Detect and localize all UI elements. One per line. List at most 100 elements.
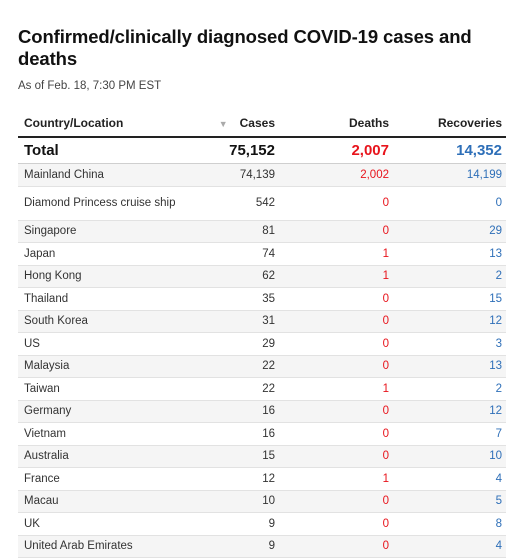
cell-location: Malaysia xyxy=(18,355,184,378)
column-header-location[interactable]: Country/Location xyxy=(18,109,184,138)
cell-deaths: 0 xyxy=(279,490,393,513)
cell-recoveries: 8 xyxy=(393,512,506,536)
table-row: Malaysia 22 0 13 xyxy=(18,355,506,378)
cell-location: France xyxy=(18,467,184,491)
cell-recoveries: 2 xyxy=(393,265,506,288)
cell-cases: 81 xyxy=(184,220,279,243)
page-subtitle: As of Feb. 18, 7:30 PM EST xyxy=(18,80,162,92)
cell-location: Australia xyxy=(18,445,184,468)
cell-cases: 35 xyxy=(184,287,279,311)
table-row: France 12 1 4 xyxy=(18,467,506,491)
cell-cases: 16 xyxy=(184,400,279,423)
total-recoveries: 14,352 xyxy=(393,137,506,164)
cell-cases: 74,139 xyxy=(184,163,279,187)
cell-deaths: 1 xyxy=(279,265,393,288)
cell-recoveries: 12 xyxy=(393,310,506,333)
table-row: UK 9 0 8 xyxy=(18,512,506,536)
cell-deaths: 2,002 xyxy=(279,163,393,187)
table-row: Thailand 35 0 15 xyxy=(18,287,506,311)
cell-cases: 9 xyxy=(184,512,279,536)
total-cases: 75,152 xyxy=(184,137,279,164)
cell-recoveries: 12 xyxy=(393,400,506,423)
cell-cases: 74 xyxy=(184,242,279,266)
cell-location: South Korea xyxy=(18,310,184,333)
cell-deaths: 0 xyxy=(279,332,393,356)
page-title: Confirmed/clinically diagnosed COVID-19 … xyxy=(18,26,472,69)
cell-location: US xyxy=(18,332,184,356)
cell-cases: 10 xyxy=(184,490,279,513)
cell-recoveries: 29 xyxy=(393,220,506,243)
cell-cases: 62 xyxy=(184,265,279,288)
table-row: Singapore 81 0 29 xyxy=(18,220,506,243)
cell-recoveries: 15 xyxy=(393,287,506,311)
cell-location: United Arab Emirates xyxy=(18,535,184,558)
cell-deaths: 0 xyxy=(279,355,393,378)
cell-location: Thailand xyxy=(18,287,184,311)
cell-cases: 15 xyxy=(184,445,279,468)
cell-cases: 16 xyxy=(184,422,279,446)
cell-location: Vietnam xyxy=(18,422,184,446)
cell-recoveries: 5 xyxy=(393,490,506,513)
cases-table: Country/Location ▼ Cases Deaths Recoverie… xyxy=(18,109,506,558)
cell-cases: 31 xyxy=(184,310,279,333)
cell-location: Taiwan xyxy=(18,377,184,401)
cell-location: Hong Kong xyxy=(18,265,184,288)
cell-location: Germany xyxy=(18,400,184,423)
table-row: Japan 74 1 13 xyxy=(18,242,506,266)
table-row: United Arab Emirates 9 0 4 xyxy=(18,535,506,558)
cell-recoveries: 7 xyxy=(393,422,506,446)
table-row: US 29 0 3 xyxy=(18,332,506,356)
cell-recoveries: 10 xyxy=(393,445,506,468)
table-row: Taiwan 22 1 2 xyxy=(18,377,506,401)
total-deaths: 2,007 xyxy=(279,137,393,164)
total-label: Total xyxy=(18,137,184,164)
cell-recoveries: 3 xyxy=(393,332,506,356)
cell-recoveries: 4 xyxy=(393,535,506,558)
column-header-cases[interactable]: ▼ Cases xyxy=(184,109,279,138)
cell-recoveries: 13 xyxy=(393,355,506,378)
cell-location: Japan xyxy=(18,242,184,266)
table-row: Hong Kong 62 1 2 xyxy=(18,265,506,288)
cell-recoveries: 4 xyxy=(393,467,506,491)
cell-deaths: 0 xyxy=(279,422,393,446)
cell-recoveries: 14,199 xyxy=(393,163,506,187)
table-header-row: Country/Location ▼ Cases Deaths Recoverie… xyxy=(18,109,506,138)
table-row: Macau 10 0 5 xyxy=(18,490,506,513)
cell-deaths: 1 xyxy=(279,467,393,491)
table-row: Mainland China 74,139 2,002 14,199 xyxy=(18,163,506,187)
cell-deaths: 0 xyxy=(279,186,393,221)
cell-deaths: 0 xyxy=(279,535,393,558)
cell-cases: 542 xyxy=(184,186,279,221)
cell-deaths: 1 xyxy=(279,377,393,401)
cell-cases: 9 xyxy=(184,535,279,558)
table-row: Australia 15 0 10 xyxy=(18,445,506,468)
cell-location: Macau xyxy=(18,490,184,513)
cell-deaths: 0 xyxy=(279,400,393,423)
table-row: South Korea 31 0 12 xyxy=(18,310,506,333)
column-header-cases-label: Cases xyxy=(239,115,275,130)
cell-location: Mainland China xyxy=(18,163,184,187)
cell-location: Diamond Princess cruise ship xyxy=(18,186,184,221)
cell-cases: 22 xyxy=(184,377,279,401)
cell-location: UK xyxy=(18,512,184,536)
cell-deaths: 0 xyxy=(279,310,393,333)
column-header-recoveries[interactable]: Recoveries xyxy=(393,109,506,138)
total-row: Total 75,152 2,007 14,352 xyxy=(18,137,506,164)
cell-cases: 29 xyxy=(184,332,279,356)
cell-recoveries: 0 xyxy=(393,186,506,221)
cell-deaths: 0 xyxy=(279,445,393,468)
table-row: Diamond Princess cruise ship 542 0 0 xyxy=(18,186,506,221)
cell-cases: 12 xyxy=(184,467,279,491)
cell-recoveries: 13 xyxy=(393,242,506,266)
column-header-deaths[interactable]: Deaths xyxy=(279,109,393,138)
sort-down-icon: ▼ xyxy=(218,118,228,129)
table-row: Germany 16 0 12 xyxy=(18,400,506,423)
cell-deaths: 1 xyxy=(279,242,393,266)
cell-recoveries: 2 xyxy=(393,377,506,401)
cell-cases: 22 xyxy=(184,355,279,378)
cell-deaths: 0 xyxy=(279,220,393,243)
table-row: Vietnam 16 0 7 xyxy=(18,422,506,446)
cell-deaths: 0 xyxy=(279,512,393,536)
cell-location: Singapore xyxy=(18,220,184,243)
